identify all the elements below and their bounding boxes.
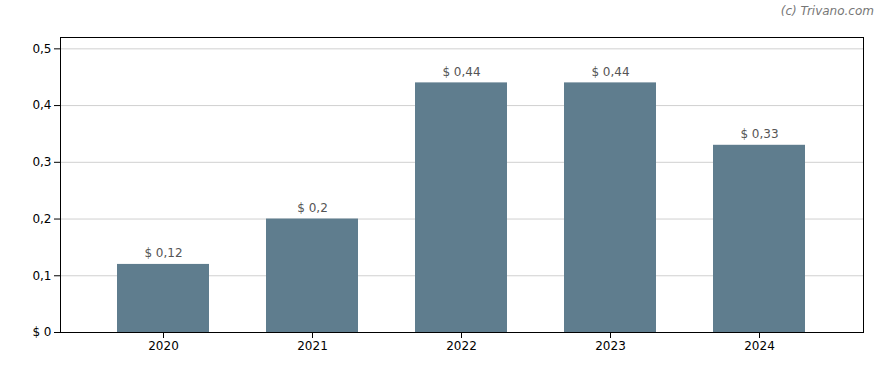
svg-text:2024: 2024 [744,339,775,353]
svg-text:2021: 2021 [297,339,328,353]
svg-text:$ 0: $ 0 [32,325,51,339]
svg-text:$ 0,44: $ 0,44 [442,65,480,79]
svg-text:$ 0,33: $ 0,33 [740,127,778,141]
html-text:(c) Trivano.com: (c) Trivano.com [780,4,874,18]
svg-text:2020: 2020 [148,339,179,353]
svg-text:0,2: 0,2 [32,212,51,226]
svg-text:2023: 2023 [595,339,626,353]
svg-text:$ 0,12: $ 0,12 [144,246,182,260]
svg-text:0,3: 0,3 [32,155,51,169]
svg-text:0,1: 0,1 [32,269,51,283]
svg-text:0,5: 0,5 [32,42,51,56]
svg-text:0,4: 0,4 [32,98,51,112]
svg-text:2022: 2022 [446,339,477,353]
svg-text:$ 0,2: $ 0,2 [297,201,328,215]
svg-text:$ 0,44: $ 0,44 [591,65,629,79]
